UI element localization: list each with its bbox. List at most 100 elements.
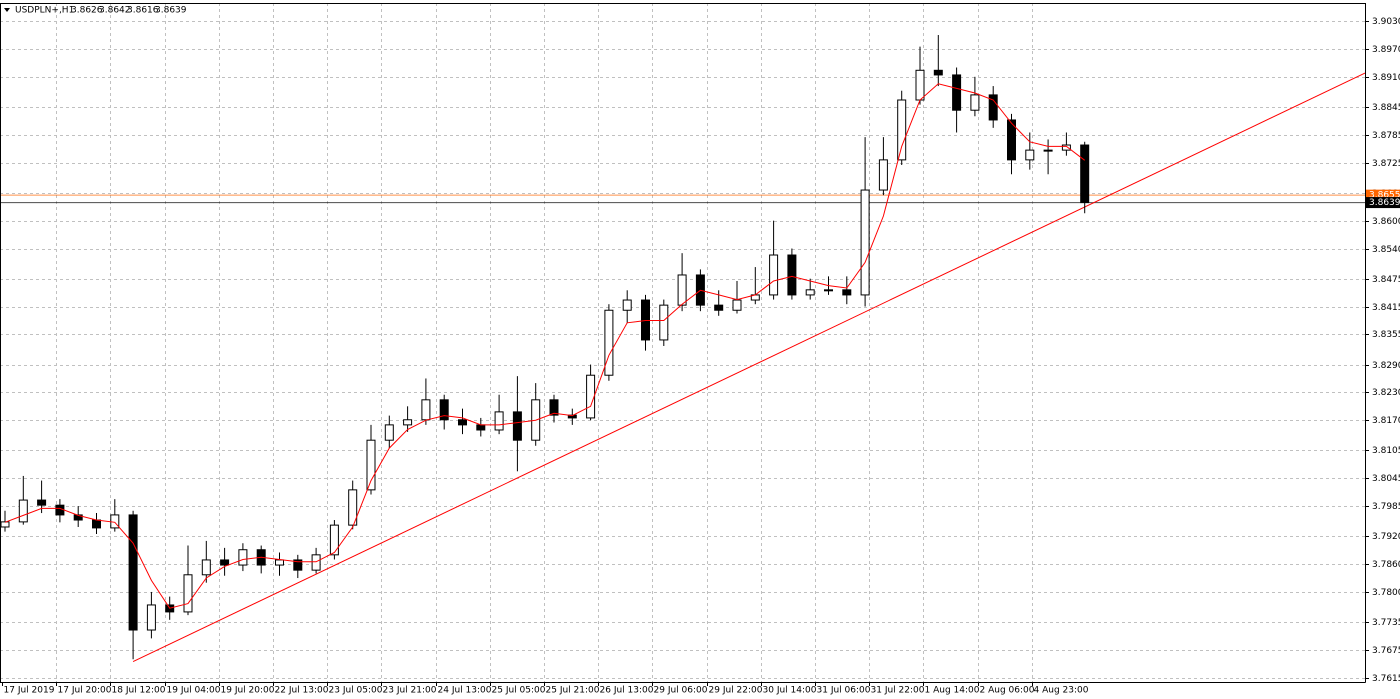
y-tick-label: 3.8785 bbox=[1372, 131, 1400, 141]
price-label-box bbox=[1366, 189, 1400, 201]
candle-body bbox=[311, 554, 321, 571]
x-tick-label: 24 Jul 13:00 bbox=[438, 686, 492, 696]
candle-body bbox=[952, 74, 962, 111]
trendline bbox=[132, 72, 1366, 663]
candle-body bbox=[1025, 149, 1035, 161]
candle-body bbox=[366, 439, 376, 491]
x-tick-label: 30 Jul 14:00 bbox=[763, 686, 817, 696]
y-tick-label: 3.8355 bbox=[1372, 330, 1400, 340]
y-tick-label: 3.7920 bbox=[1372, 532, 1400, 542]
y-tick-label: 3.8105 bbox=[1372, 446, 1400, 456]
candle-body bbox=[329, 524, 339, 556]
price-label: 3.8639 bbox=[1369, 198, 1400, 208]
x-tick-label: 25 Jul 05:00 bbox=[492, 686, 546, 696]
x-tick-label: 19 Jul 04:00 bbox=[167, 686, 221, 696]
candle-body bbox=[458, 419, 467, 426]
candle-body bbox=[384, 424, 394, 441]
candle-body bbox=[805, 289, 815, 296]
x-tick-label: 31 Jul 22:00 bbox=[871, 686, 925, 696]
candle-body bbox=[476, 424, 486, 431]
candle-body bbox=[238, 549, 248, 566]
y-tick-label: 3.8845 bbox=[1372, 103, 1400, 113]
y-tick-label: 3.8725 bbox=[1372, 159, 1400, 169]
moving-average bbox=[4, 83, 1086, 609]
candle-body bbox=[897, 99, 907, 161]
y-tick-label: 3.8045 bbox=[1372, 474, 1400, 484]
x-tick-label: 29 Jul 22:00 bbox=[709, 686, 763, 696]
grid bbox=[0, 3, 1365, 682]
candle-body bbox=[622, 299, 632, 311]
candle-body bbox=[146, 604, 156, 631]
x-tick-label: 4 Aug 23:00 bbox=[1034, 686, 1089, 696]
y-tick-label: 3.9030 bbox=[1372, 17, 1400, 27]
candle-body bbox=[1043, 149, 1053, 152]
y-tick-label: 3.8170 bbox=[1372, 416, 1400, 426]
candle-body bbox=[439, 399, 449, 421]
y-tick-label: 3.8415 bbox=[1372, 303, 1400, 313]
x-tick-label: 26 Jul 13:00 bbox=[600, 686, 654, 696]
candle-body bbox=[677, 274, 687, 306]
candle-body bbox=[293, 559, 303, 571]
candle-body bbox=[860, 189, 870, 296]
candle-body bbox=[549, 399, 559, 416]
open: 3.8626 bbox=[71, 6, 103, 16]
candle-body bbox=[842, 289, 852, 296]
x-tick-label: 19 Jul 20:00 bbox=[221, 686, 275, 696]
x-tick-label: 18 Jul 12:00 bbox=[112, 686, 166, 696]
x-tick-label: 23 Jul 21:00 bbox=[383, 686, 437, 696]
candle-body bbox=[183, 574, 193, 613]
candle-body bbox=[769, 254, 779, 296]
x-tick-label: 31 Jul 06:00 bbox=[817, 686, 871, 696]
candle-body bbox=[641, 299, 650, 341]
y-tick-label: 3.7735 bbox=[1372, 618, 1400, 628]
y-tick-label: 3.8290 bbox=[1372, 361, 1400, 371]
candle-body bbox=[659, 304, 669, 341]
candle-body bbox=[824, 289, 833, 292]
high: 3.8642 bbox=[99, 6, 131, 16]
candle-body bbox=[0, 521, 10, 528]
candle-body bbox=[55, 504, 65, 516]
candle-body bbox=[421, 399, 431, 421]
menu-arrow[interactable] bbox=[4, 8, 10, 12]
candle-body bbox=[604, 309, 614, 376]
candle-body bbox=[878, 159, 888, 191]
candle-body bbox=[787, 254, 797, 296]
y-tick-label: 3.7800 bbox=[1372, 588, 1400, 598]
candle-body bbox=[915, 69, 925, 101]
candle-body bbox=[92, 519, 101, 529]
price-label-box bbox=[1366, 197, 1400, 209]
candle-body bbox=[586, 374, 596, 419]
y-tick-label: 3.8540 bbox=[1372, 245, 1400, 255]
low: 3.8616 bbox=[127, 6, 159, 16]
candle-body bbox=[1061, 144, 1071, 151]
x-tick-label: 1 Aug 14:00 bbox=[925, 686, 980, 696]
price-label: 3.8655 bbox=[1369, 191, 1400, 201]
x-tick-label: 23 Jul 05:00 bbox=[329, 686, 383, 696]
candle-body bbox=[988, 94, 998, 121]
y-tick-label: 3.7675 bbox=[1372, 646, 1400, 656]
candle-body bbox=[18, 499, 28, 523]
x-tick-label: 17 Jul 2019 bbox=[4, 686, 55, 696]
y-tick-label: 3.7615 bbox=[1372, 674, 1400, 684]
candle-body bbox=[933, 69, 943, 76]
y-tick-label: 3.8970 bbox=[1372, 45, 1400, 55]
candle-body bbox=[275, 559, 284, 566]
candle-body bbox=[714, 304, 724, 311]
x-tick-label: 2 Aug 06:00 bbox=[980, 686, 1035, 696]
y-tick-label: 3.7985 bbox=[1372, 502, 1400, 512]
y-tick-label: 3.8910 bbox=[1372, 73, 1400, 83]
candle-body bbox=[512, 411, 522, 441]
x-tick-label: 17 Jul 20:00 bbox=[58, 686, 112, 696]
candle-body bbox=[220, 559, 230, 566]
symbol: USDPLN+,H1 bbox=[15, 6, 74, 16]
candle-body bbox=[970, 94, 980, 111]
candle-body bbox=[1080, 144, 1090, 204]
y-tick-label: 3.8230 bbox=[1372, 388, 1400, 398]
candle-body bbox=[37, 499, 47, 506]
x-tick-label: 22 Jul 13:00 bbox=[275, 686, 329, 696]
close: 3.8639 bbox=[155, 6, 187, 16]
x-tick-label: 29 Jul 06:00 bbox=[654, 686, 708, 696]
